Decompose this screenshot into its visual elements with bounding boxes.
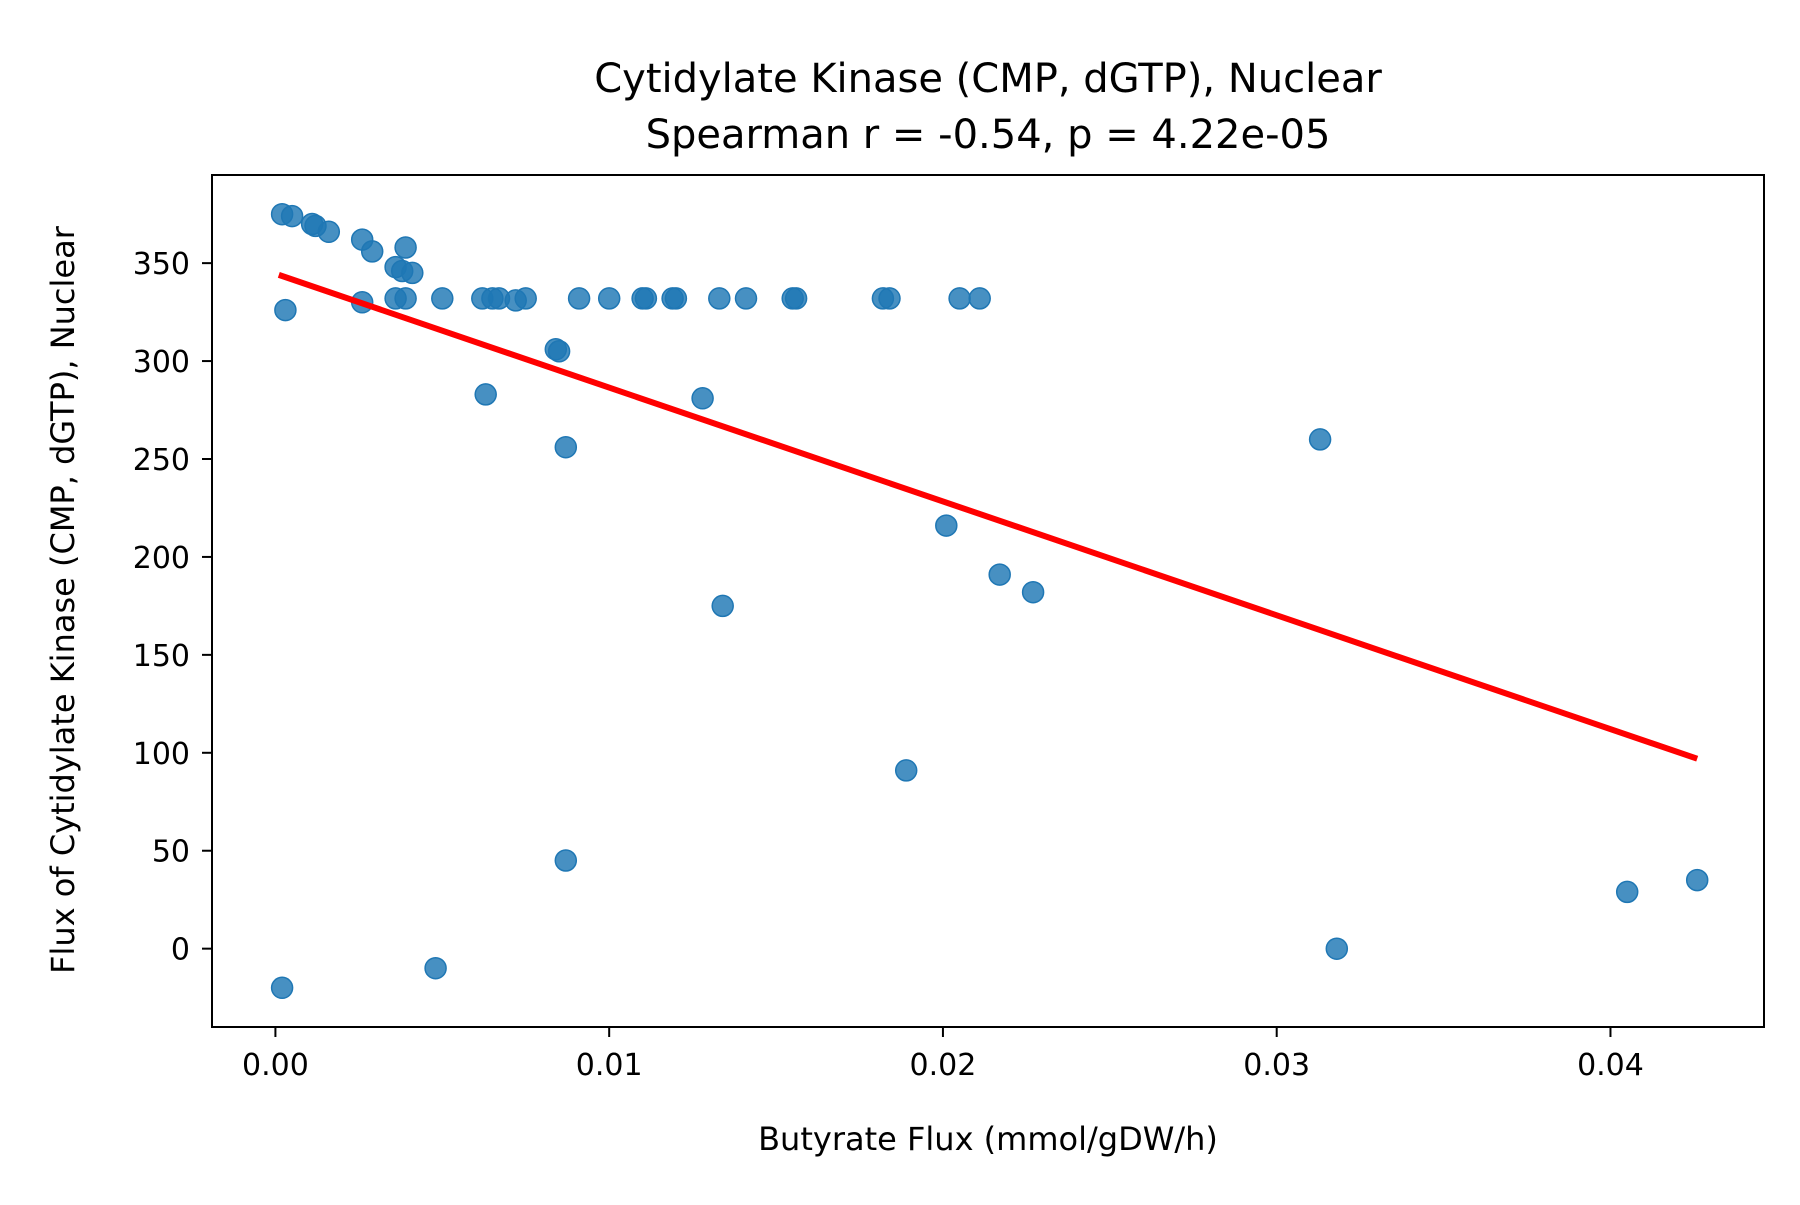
data-point bbox=[474, 383, 497, 406]
chart-subtitle: Spearman r = -0.54, p = 4.22e-05 bbox=[646, 112, 1331, 158]
data-point bbox=[878, 287, 901, 310]
data-point bbox=[514, 287, 537, 310]
data-point bbox=[935, 514, 958, 537]
data-point bbox=[280, 204, 304, 228]
axes-frame bbox=[211, 174, 1765, 1028]
data-point bbox=[968, 287, 991, 310]
x-axis: 0.00 0.01 0.02 0.03 0.04 bbox=[242, 1027, 1644, 1083]
data-point bbox=[554, 435, 578, 459]
y-tick-label: 200 bbox=[133, 541, 190, 576]
data-point bbox=[597, 287, 621, 310]
data-point bbox=[634, 287, 658, 310]
y-tick-label: 50 bbox=[152, 835, 190, 870]
data-point bbox=[734, 287, 758, 310]
data-point bbox=[394, 236, 417, 259]
y-tick-label: 150 bbox=[133, 639, 190, 674]
data-point bbox=[270, 976, 294, 1000]
data-point bbox=[554, 849, 578, 872]
data-point bbox=[1308, 428, 1332, 451]
plot-area bbox=[270, 202, 1709, 1000]
data-point bbox=[784, 287, 808, 310]
data-point bbox=[948, 287, 971, 310]
y-axis: 0 50 100 150 200 250 300 350 bbox=[133, 247, 212, 968]
y-tick-label: 300 bbox=[133, 345, 190, 380]
data-point bbox=[424, 956, 447, 980]
x-tick-label: 0.04 bbox=[1577, 1048, 1644, 1083]
data-point bbox=[394, 287, 417, 310]
data-point bbox=[691, 387, 714, 410]
x-tick-label: 0.03 bbox=[1243, 1048, 1310, 1083]
data-point bbox=[567, 287, 591, 310]
data-point bbox=[894, 759, 918, 782]
y-tick-label: 350 bbox=[133, 247, 190, 282]
data-point bbox=[1325, 937, 1349, 960]
y-tick-label: 0 bbox=[171, 933, 190, 968]
x-tick-label: 0.01 bbox=[576, 1048, 643, 1083]
data-point bbox=[664, 287, 688, 310]
data-point bbox=[431, 287, 454, 310]
data-point bbox=[401, 261, 424, 285]
y-tick-label: 250 bbox=[133, 443, 190, 478]
data-point bbox=[1615, 880, 1639, 904]
data-point bbox=[988, 563, 1011, 586]
data-point bbox=[1021, 580, 1045, 604]
data-point bbox=[274, 298, 297, 322]
data-point bbox=[711, 594, 734, 618]
data-point bbox=[1685, 868, 1709, 892]
data-point bbox=[317, 220, 341, 244]
regression-line bbox=[277, 272, 1699, 762]
x-tick-label: 0.00 bbox=[242, 1048, 309, 1083]
chart-title: Cytidylate Kinase (CMP, dGTP), Nuclear bbox=[594, 56, 1382, 102]
x-axis-label: Butyrate Flux (mmol/gDW/h) bbox=[758, 1120, 1218, 1158]
data-point bbox=[708, 287, 731, 310]
x-tick-label: 0.02 bbox=[910, 1048, 977, 1083]
y-axis-label: Flux of Cytidylate Kinase (CMP, dGTP), N… bbox=[44, 225, 82, 974]
data-point bbox=[360, 240, 384, 263]
data-point bbox=[547, 340, 571, 363]
y-tick-label: 100 bbox=[133, 737, 190, 772]
